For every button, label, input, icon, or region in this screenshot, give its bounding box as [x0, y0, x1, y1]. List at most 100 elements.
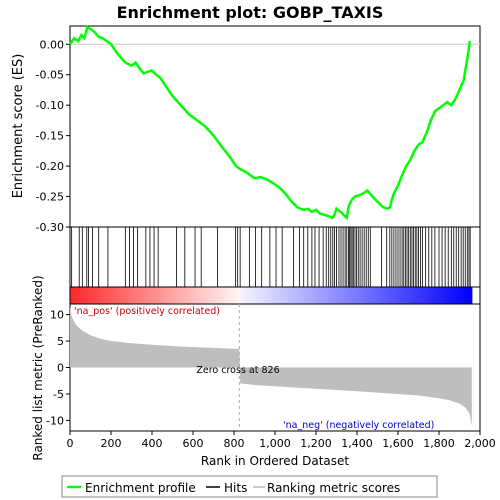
color-bar-segment — [388, 287, 393, 304]
color-bar-segment — [458, 287, 463, 304]
color-bar-segment — [357, 287, 362, 304]
color-bar-segment — [227, 287, 232, 304]
metric-tick-label: 10 — [50, 309, 64, 322]
color-bar-segment — [83, 287, 88, 304]
color-bar-segment — [351, 287, 356, 304]
color-bar-segment — [247, 287, 252, 304]
color-bar-segment — [116, 287, 121, 304]
color-bar-segment — [170, 287, 175, 304]
x-tick-label: 400 — [142, 437, 163, 450]
color-bar-segment — [354, 287, 359, 304]
es-tick-label: -0.05 — [36, 69, 64, 82]
color-bar-segment — [153, 287, 158, 304]
color-bar-segment — [274, 287, 279, 304]
color-bar-segment — [217, 287, 222, 304]
color-bar-segment — [394, 287, 399, 304]
x-tick-label: 1,000 — [259, 437, 291, 450]
hit-markers — [71, 227, 471, 287]
color-bar-segment — [150, 287, 155, 304]
color-bar-segment — [434, 287, 439, 304]
color-bar-segment — [180, 287, 185, 304]
color-bar-segment — [431, 287, 436, 304]
color-bar-segment — [414, 287, 419, 304]
legend-frame — [61, 475, 438, 498]
color-bar-segment — [240, 287, 245, 304]
color-bar-segment — [86, 287, 91, 304]
color-bar-segment — [371, 287, 376, 304]
color-bar-segment — [347, 287, 352, 304]
color-bar-segment — [374, 287, 379, 304]
x-tick-label: 0 — [67, 437, 74, 450]
color-bar-segment — [344, 287, 349, 304]
color-bar-segment — [401, 287, 406, 304]
color-bar-segment — [368, 287, 372, 304]
color-bar-segment — [230, 287, 235, 304]
color-bar-segment — [224, 287, 228, 304]
es-tick-label: 0.00 — [40, 38, 65, 51]
pos-label: 'na_pos' (positively correlated) — [74, 306, 220, 317]
color-bar-segment — [197, 287, 202, 304]
ranking-metric-area — [70, 306, 472, 426]
color-bar-segment — [187, 287, 192, 304]
color-bar-segment — [163, 287, 168, 304]
color-bar-segment — [203, 287, 208, 304]
color-bar-segment — [123, 287, 128, 304]
x-tick-label: 600 — [183, 437, 204, 450]
color-bar-segment — [455, 287, 460, 304]
color-bar-segment — [73, 287, 78, 304]
es-tick-label: -0.10 — [36, 99, 64, 112]
color-bar-segment — [301, 287, 305, 304]
color-bar-segment — [311, 287, 316, 304]
es-tick-label: -0.20 — [36, 160, 64, 173]
x-tick-label: 1,800 — [423, 437, 455, 450]
color-bar-segment — [381, 287, 386, 304]
color-bar-segment — [398, 287, 403, 304]
metric-tick-label: -5 — [53, 388, 64, 401]
x-tick-label: 1,200 — [300, 437, 332, 450]
color-bar-segment — [160, 287, 165, 304]
color-bar-segment — [408, 287, 413, 304]
color-bar-segment — [147, 287, 151, 304]
color-bar-segment — [96, 287, 101, 304]
color-bar-segment — [324, 287, 329, 304]
metric-tick-label: 0 — [57, 362, 64, 375]
color-bar-segment — [157, 287, 162, 304]
color-bar-segment — [280, 287, 285, 304]
color-bar-segment — [334, 287, 339, 304]
color-bar-segment — [438, 287, 443, 304]
es-panel-frame — [69, 25, 481, 228]
color-bar-segment — [70, 287, 74, 304]
color-bar-segment — [250, 287, 255, 304]
color-bar-segment — [304, 287, 309, 304]
es-axis-label: Enrichment score (ES) — [11, 54, 26, 199]
color-bar-segment — [207, 287, 212, 304]
x-tick-label: 1,400 — [341, 437, 373, 450]
color-bar-segment — [143, 287, 148, 304]
color-bar-segment — [254, 287, 259, 304]
color-bar-segment — [448, 287, 453, 304]
color-bar-segment — [364, 287, 369, 304]
es-tick-label: -0.30 — [36, 221, 64, 234]
color-bar-segment — [113, 287, 118, 304]
color-bar-segment — [76, 287, 81, 304]
color-bar-segment — [327, 287, 332, 304]
color-bar-segment — [190, 287, 195, 304]
color-bar-segment — [93, 287, 98, 304]
color-bar-segment — [120, 287, 125, 304]
legend-ranking-label: Ranking metric scores — [267, 481, 400, 495]
rank-color-bar — [70, 287, 473, 304]
color-bar-segment — [103, 287, 108, 304]
es-tick-label: -0.25 — [36, 191, 64, 204]
color-bar-segment — [307, 287, 312, 304]
color-bar-segment — [378, 287, 382, 304]
metric-axis-ticks: 10 5 0 -5 -10 — [46, 309, 70, 427]
x-axis-label: Rank in Ordered Dataset — [201, 454, 349, 468]
es-axis-ticks: 0.00 -0.05 -0.10 -0.15 -0.20 -0.25 -0.30 — [36, 38, 70, 234]
color-bar-segment — [284, 287, 289, 304]
color-bar-segment — [136, 287, 141, 304]
color-bar-segment — [130, 287, 135, 304]
color-bar-segment — [110, 287, 115, 304]
color-bar-segment — [133, 287, 138, 304]
metric-tick-label: 5 — [57, 335, 64, 348]
